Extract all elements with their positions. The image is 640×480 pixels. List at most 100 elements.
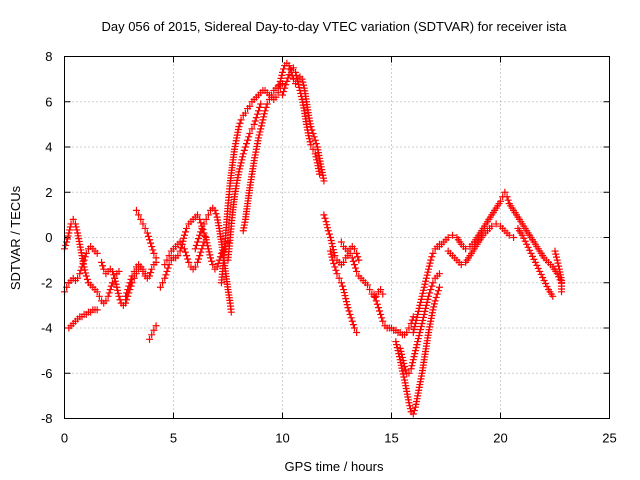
data-point <box>111 277 119 285</box>
data-point <box>324 227 332 235</box>
data-point <box>345 307 353 315</box>
data-point <box>79 260 87 268</box>
data-point <box>552 253 560 261</box>
data-point <box>426 259 434 267</box>
data-point <box>209 261 217 269</box>
y-tick-label: -6 <box>41 366 53 381</box>
data-point <box>191 245 199 253</box>
data-point <box>257 125 265 133</box>
data-point <box>115 267 123 275</box>
data-point <box>435 270 443 278</box>
data-point <box>93 288 101 296</box>
data-point <box>212 210 220 218</box>
data-point <box>292 71 300 79</box>
data-point <box>122 292 130 300</box>
data-point <box>306 138 314 146</box>
data-point <box>193 211 201 219</box>
x-tick-label: 5 <box>170 431 177 446</box>
data-point <box>213 263 221 271</box>
data-point <box>248 125 256 133</box>
data-point <box>104 292 112 300</box>
data-point <box>347 314 355 322</box>
y-tick-label: 2 <box>45 185 52 200</box>
data-point <box>181 248 189 256</box>
data-point <box>414 338 422 346</box>
data-point <box>409 329 417 337</box>
data-point <box>400 359 408 367</box>
data-point <box>156 283 164 291</box>
data-point <box>426 289 434 297</box>
series-sat-q <box>326 247 361 337</box>
data-point <box>353 249 361 257</box>
data-point <box>520 234 528 242</box>
data-point <box>106 286 114 294</box>
data-point <box>332 266 340 274</box>
data-point <box>114 286 122 294</box>
data-point <box>353 329 361 337</box>
data-point <box>246 102 254 110</box>
data-point <box>543 283 551 291</box>
data-point <box>341 292 349 300</box>
data-point <box>147 269 155 277</box>
data-point <box>350 324 358 332</box>
data-point <box>193 258 201 266</box>
y-tick-label: -2 <box>41 275 53 290</box>
data-point <box>161 261 169 269</box>
data-point <box>346 310 354 318</box>
data-point <box>554 259 562 267</box>
data-point <box>421 280 429 288</box>
data-point <box>208 257 216 265</box>
data-point <box>428 253 436 261</box>
series-sat-p <box>320 211 387 300</box>
data-point <box>534 264 542 272</box>
data-point <box>342 295 350 303</box>
data-point <box>143 229 151 237</box>
y-tick-label: 6 <box>45 94 52 109</box>
data-point <box>377 310 385 318</box>
data-point <box>198 224 206 232</box>
data-point <box>113 283 121 291</box>
data-point <box>400 373 408 381</box>
series-sat-a <box>61 215 123 307</box>
data-point <box>427 286 435 294</box>
x-tick-label: 25 <box>602 431 616 446</box>
data-point <box>141 272 149 280</box>
data-point <box>193 238 201 246</box>
data-point <box>353 267 361 275</box>
data-point <box>181 228 189 236</box>
data-point <box>137 263 145 271</box>
y-tick-label: -4 <box>41 321 53 336</box>
data-point <box>207 254 215 262</box>
data-point <box>330 260 338 268</box>
data-point <box>398 367 406 375</box>
series-sat-e <box>122 261 149 300</box>
data-point <box>322 218 330 226</box>
data-point <box>102 297 110 305</box>
data-point <box>433 290 441 298</box>
data-point <box>77 266 85 274</box>
data-point <box>149 246 157 254</box>
series-sat-o <box>279 64 324 178</box>
data-point <box>305 132 313 140</box>
data-point <box>81 253 89 261</box>
data-point <box>74 274 82 282</box>
data-point <box>321 214 329 222</box>
data-point <box>411 322 419 330</box>
data-point <box>174 252 182 260</box>
data-point <box>200 229 208 237</box>
data-point <box>177 244 185 252</box>
data-point <box>211 206 219 214</box>
data-point <box>425 265 433 273</box>
series-sat-aa <box>551 247 566 296</box>
data-point <box>280 65 288 73</box>
data-point <box>204 211 212 219</box>
data-point <box>326 247 334 255</box>
data-point <box>432 293 440 301</box>
data-point <box>197 248 205 256</box>
data-point <box>425 262 433 270</box>
data-point <box>407 365 415 373</box>
data-point <box>152 254 160 262</box>
data-point <box>316 170 324 178</box>
data-point <box>501 188 509 196</box>
data-point <box>337 279 345 287</box>
